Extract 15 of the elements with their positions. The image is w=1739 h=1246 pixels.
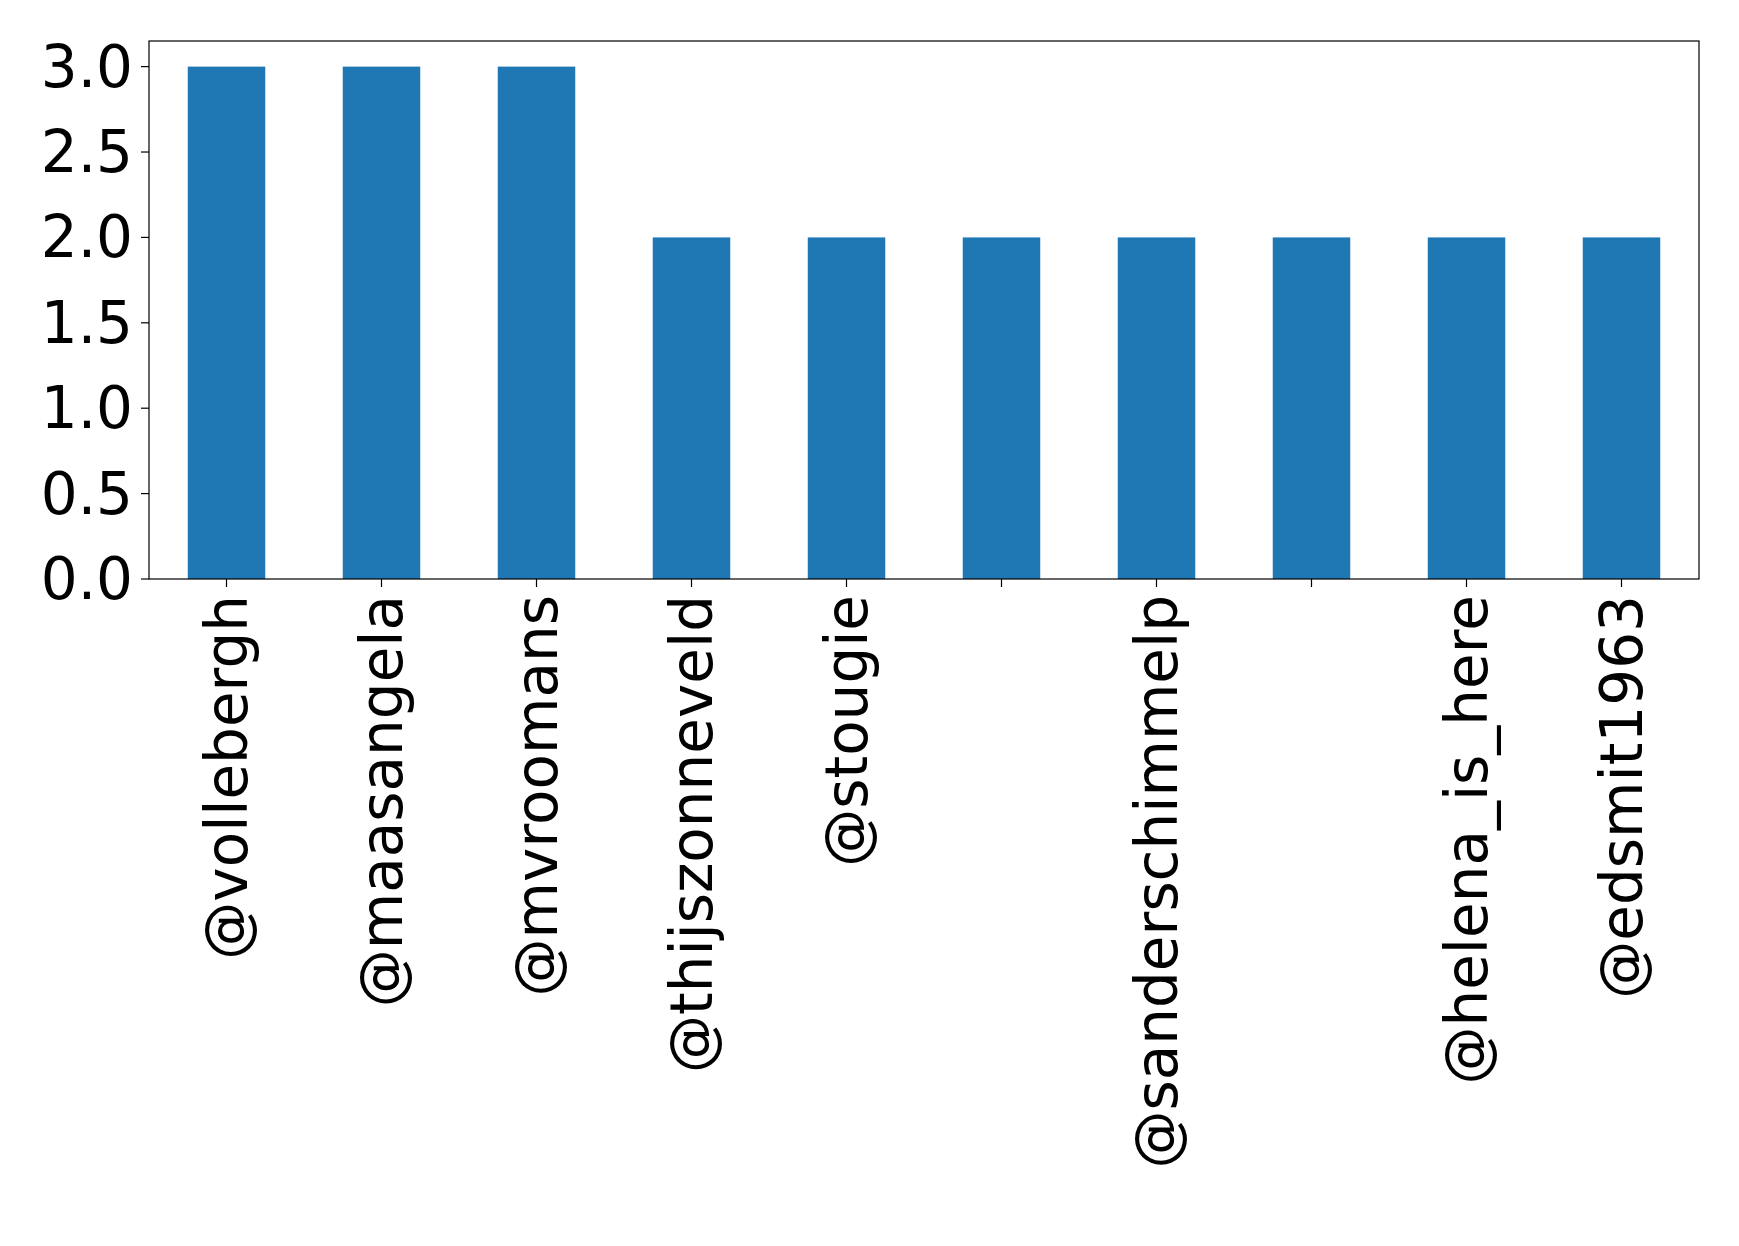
y-tick-label: 0.0	[40, 545, 133, 613]
x-tick-label: @stougie	[812, 595, 881, 867]
x-tick-label: @maasangela	[347, 595, 416, 1008]
y-tick-label: 2.0	[40, 203, 133, 272]
x-tick-label: @helena_is_here	[1432, 595, 1501, 1085]
y-tick-label: 0.5	[40, 459, 133, 528]
x-tick-label: @edsmit1963	[1587, 595, 1656, 999]
y-tick-label: 1.0	[40, 374, 133, 443]
y-tick-label: 2.5	[40, 118, 133, 187]
x-tick-label: @sanderschimmelp	[1122, 595, 1191, 1169]
x-tick-label: @vollebergh	[192, 595, 261, 960]
x-tick-label: @mvroomans	[502, 595, 571, 997]
y-tick-label: 3.0	[40, 32, 133, 101]
x-tick-label: @thijszonneveld	[657, 595, 726, 1074]
y-tick-label: 1.5	[40, 288, 133, 357]
